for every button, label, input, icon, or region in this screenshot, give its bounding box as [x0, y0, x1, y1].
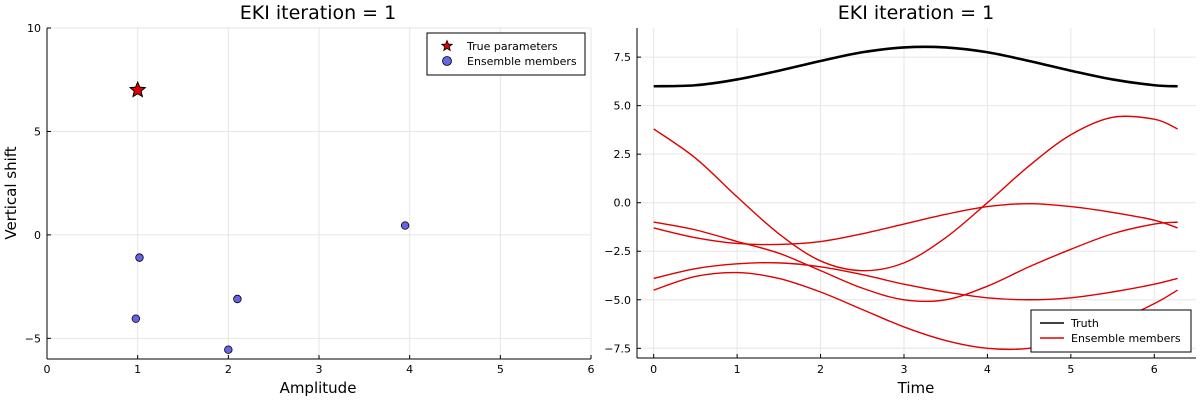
line-y-tick-label: −5.0: [604, 294, 631, 307]
ensemble-member-point: [135, 253, 144, 262]
line-x-tick-label: 6: [1151, 363, 1158, 376]
legend-ensemble-members: Ensemble members: [467, 55, 577, 68]
scatter-y-label: Vertical shift: [2, 146, 20, 239]
line-y-tick-label: −7.5: [604, 342, 631, 355]
true-parameters-star: [128, 80, 147, 98]
scatter-x-tick-label: 0: [44, 363, 51, 376]
ensemble-member-point: [233, 294, 242, 304]
legend-ensemble-marker: [442, 56, 452, 66]
line-y-tick-label: 2.5: [614, 148, 632, 161]
ensemble-member-point: [400, 221, 410, 230]
line-title: EKI iteration = 1: [838, 2, 994, 24]
scatter-x-tick-label: 4: [406, 363, 413, 376]
ensemble-member-line: [653, 202, 1178, 246]
ensemble-member-line: [653, 221, 1178, 303]
ensemble-member-point: [224, 345, 233, 354]
scatter-x-tick-label: 6: [588, 363, 595, 376]
line-x-tick-label: 1: [734, 363, 741, 376]
line-panel: EKI iteration = 1 0 1 2 3 4 5 6 −7.5 −5.0 −2.5 0.0…: [604, 2, 1196, 397]
line-y-tick-label: 7.5: [614, 51, 632, 64]
ensemble-member-line: [653, 261, 1178, 301]
line-y-tick-label: 0.0: [614, 197, 632, 210]
scatter-x-tick-label: 3: [316, 363, 323, 376]
scatter-y-tick-label: 0: [34, 229, 41, 242]
ensemble-member-point: [131, 314, 141, 323]
line-x-tick-label: 0: [650, 363, 657, 376]
scatter-y-tick-label: −5: [25, 332, 41, 345]
line-ticks: 0 1 2 3 4 5 6 −7.5 −5.0 −2.5 0.0 2.5 5.0 7.5: [604, 51, 1158, 376]
scatter-x-tick-label: 2: [225, 363, 232, 376]
ensemble-member-line: [653, 115, 1178, 272]
legend-truth: Truth: [1070, 317, 1099, 330]
scatter-grid: [46, 27, 592, 359]
scatter-x-tick-label: 5: [497, 363, 504, 376]
line-x-tick-label: 3: [900, 363, 907, 376]
scatter-x-label: Amplitude: [280, 379, 357, 397]
line-legend-box: [1030, 309, 1192, 353]
line-series: [653, 45, 1178, 351]
line-y-tick-label: −2.5: [604, 245, 631, 258]
scatter-legend: True parameters Ensemble members: [426, 32, 586, 76]
line-x-tick-label: 2: [817, 363, 824, 376]
scatter-x-tick-label: 1: [134, 363, 141, 376]
legend-ensemble-members-lines: Ensemble members: [1071, 332, 1181, 345]
scatter-ticks: 0 1 2 3 4 5 6 −5 0 5 10: [25, 22, 595, 376]
line-x-tick-label: 4: [984, 363, 991, 376]
line-x-tick-label: 5: [1067, 363, 1074, 376]
line-grid: [637, 28, 1196, 358]
truth-line: [653, 45, 1178, 88]
line-legend: Truth Ensemble members: [1030, 309, 1192, 353]
scatter-y-tick-label: 10: [27, 22, 41, 35]
scatter-panel: EKI iteration = 1 0 1 2 3 4 5 6 −5 0 5 10 Amplitud…: [2, 2, 595, 397]
legend-star-marker: [440, 39, 454, 52]
legend-true-parameters: True parameters: [466, 40, 558, 53]
scatter-legend-box: [426, 32, 586, 76]
line-x-label: Time: [897, 379, 935, 397]
scatter-y-tick-label: 5: [34, 125, 41, 138]
line-y-tick-label: 5.0: [614, 100, 632, 113]
scatter-title: EKI iteration = 1: [240, 2, 396, 24]
scatter-marks: [128, 80, 410, 354]
